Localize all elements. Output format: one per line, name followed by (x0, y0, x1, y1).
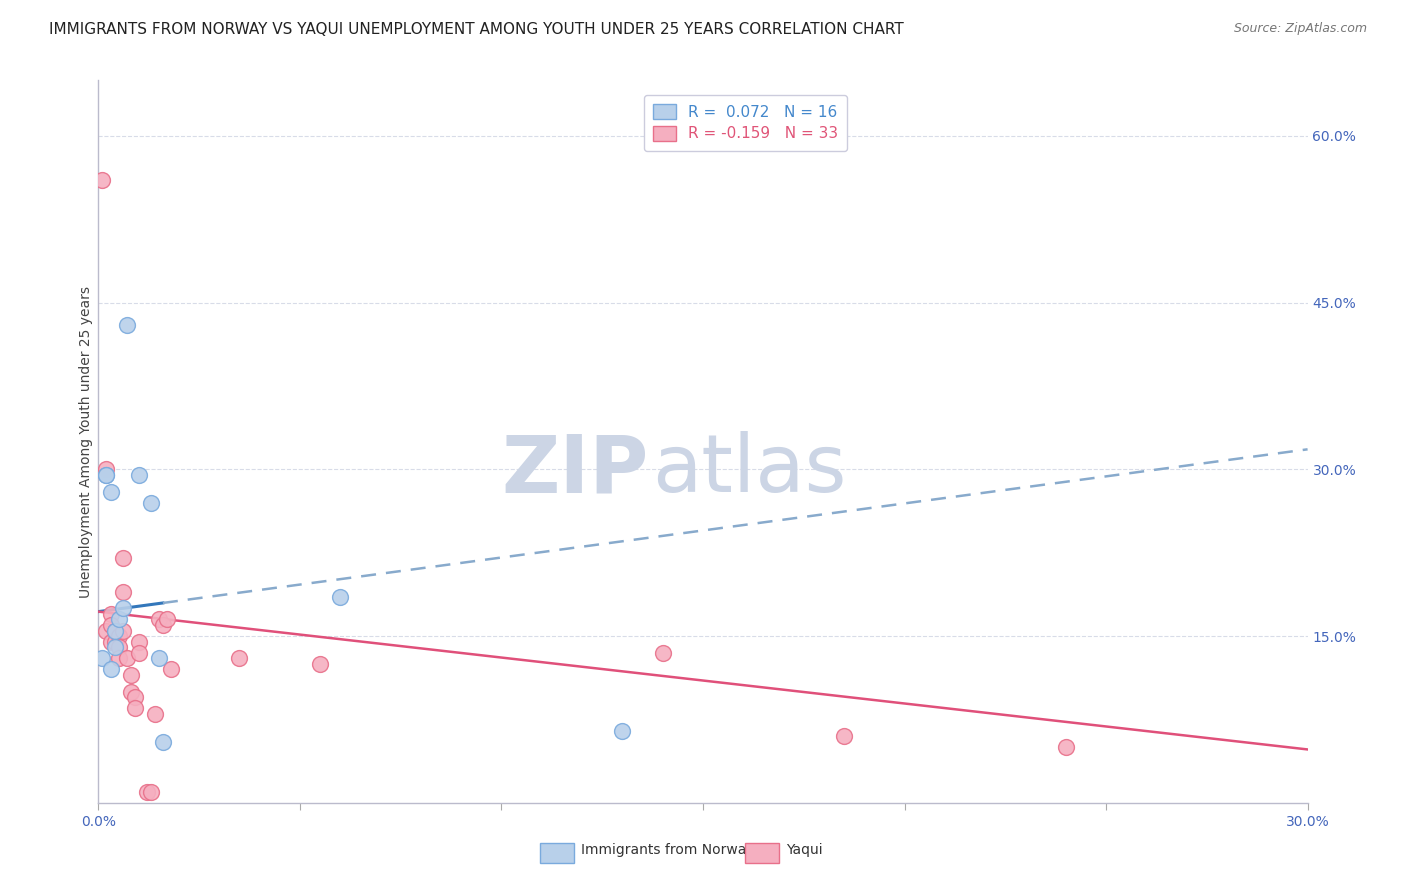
Point (152, 618, 174, 632)
Text: atlas: atlas (652, 432, 846, 509)
Point (120, 668, 142, 682)
Point (143, 706, 166, 721)
Point (96, 467, 118, 482)
Point (100, 484, 122, 499)
Point (832, 729, 855, 743)
Point (115, 651, 138, 665)
Point (100, 618, 122, 632)
Y-axis label: Unemployment Among Youth under 25 years: Unemployment Among Youth under 25 years (79, 285, 93, 598)
Point (111, 584, 134, 599)
Point (148, 651, 170, 665)
Point (156, 612, 179, 626)
Point (100, 634, 122, 648)
Point (111, 624, 134, 638)
Text: Immigrants from Norway: Immigrants from Norway (581, 843, 755, 856)
Point (148, 612, 170, 626)
Point (651, 646, 673, 660)
FancyBboxPatch shape (540, 843, 574, 863)
Point (309, 657, 332, 671)
Point (103, 640, 125, 655)
Point (103, 624, 125, 638)
Point (107, 629, 129, 643)
Point (96, 624, 118, 638)
Point (100, 662, 122, 676)
Text: IMMIGRANTS FROM NORWAY VS YAQUI UNEMPLOYMENT AMONG YOUTH UNDER 25 YEARS CORRELAT: IMMIGRANTS FROM NORWAY VS YAQUI UNEMPLOY… (49, 22, 904, 37)
Point (115, 318, 138, 332)
Point (128, 634, 150, 648)
Point (128, 467, 150, 482)
Point (139, 496, 162, 510)
Point (100, 607, 122, 621)
Point (96, 462, 118, 476)
Point (120, 684, 142, 698)
Point (111, 601, 134, 615)
Point (111, 551, 134, 566)
Point (91, 651, 114, 665)
Point (228, 651, 250, 665)
Point (107, 612, 129, 626)
Legend: R =  0.072   N = 16, R = -0.159   N = 33: R = 0.072 N = 16, R = -0.159 N = 33 (644, 95, 848, 151)
Point (103, 634, 125, 648)
Point (124, 701, 146, 715)
Point (91, 173, 114, 187)
Point (96, 467, 118, 482)
Point (152, 734, 174, 748)
Point (139, 785, 162, 799)
Point (329, 590, 352, 604)
Point (160, 662, 183, 676)
Text: ZIP: ZIP (502, 432, 648, 509)
FancyBboxPatch shape (745, 843, 779, 863)
Point (107, 651, 129, 665)
Point (1054, 740, 1077, 755)
Point (128, 646, 150, 660)
Text: Yaqui: Yaqui (786, 843, 823, 856)
Point (124, 690, 146, 705)
Point (107, 640, 129, 655)
Text: Source: ZipAtlas.com: Source: ZipAtlas.com (1233, 22, 1367, 36)
Point (103, 624, 125, 638)
Point (135, 785, 157, 799)
Point (612, 723, 634, 738)
